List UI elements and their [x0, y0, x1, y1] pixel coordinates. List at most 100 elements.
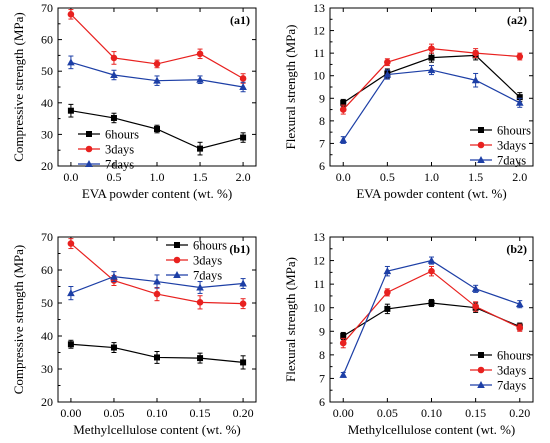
- series-7days: [339, 65, 524, 144]
- y-tick-label: 12: [313, 24, 325, 38]
- x-axis-label: EVA powder content (wt. %): [356, 186, 506, 201]
- data-point: [110, 344, 117, 351]
- panel-tag: (a1): [230, 13, 250, 27]
- legend-label: 7days: [497, 379, 526, 393]
- series-6hours: [340, 50, 523, 107]
- data-point: [154, 354, 160, 361]
- data-point: [427, 66, 436, 74]
- data-point: [427, 256, 436, 264]
- series-3days: [67, 9, 247, 84]
- y-tick-label: 8: [319, 348, 325, 362]
- x-tick-label: 2.0: [512, 170, 527, 184]
- y-tick-label: 20: [41, 395, 53, 409]
- y-tick-label: 20: [41, 159, 53, 173]
- plot-frame: [57, 236, 257, 403]
- data-point: [153, 60, 161, 68]
- y-tick-label: 6: [319, 159, 325, 173]
- legend-marker: [477, 156, 485, 163]
- data-point: [67, 107, 74, 114]
- x-tick-label: 0.5: [106, 170, 121, 184]
- x-tick-label: 0.05: [377, 406, 398, 420]
- y-tick-label: 6: [319, 395, 325, 409]
- data-point: [428, 267, 435, 275]
- data-point: [67, 341, 74, 348]
- legend-marker: [174, 242, 180, 248]
- data-point: [239, 83, 247, 90]
- x-axis-label: EVA powder content (wt. %): [82, 186, 232, 201]
- x-tick-label: 0.10: [147, 406, 168, 420]
- x-tick-label: 1.0: [424, 170, 439, 184]
- legend-label: 6hours: [193, 239, 227, 253]
- data-point: [67, 240, 75, 247]
- data-point: [339, 370, 348, 378]
- data-point: [196, 50, 204, 58]
- data-point: [110, 114, 117, 121]
- chart-panel-2: 6 7 8 9 10 11 12 13 0.0 0.5 1.0 1.5 2.0 EVA powder co…: [283, 1, 534, 201]
- y-axis-label: Compressive strength (MPa): [11, 12, 26, 161]
- y-tick-label: 8: [319, 114, 325, 128]
- x-tick-label: 2.0: [236, 170, 251, 184]
- legend-label: 3days: [497, 139, 526, 153]
- data-point: [471, 284, 480, 292]
- data-point: [153, 277, 161, 285]
- x-tick-label: 1.5: [193, 170, 208, 184]
- data-point: [340, 333, 347, 339]
- legend-label: 3days: [105, 143, 134, 157]
- y-tick-label: 40: [41, 96, 53, 110]
- x-tick-label: 0.0: [63, 170, 78, 184]
- y-tick-label: 9: [319, 324, 325, 338]
- legend-label: 7days: [105, 158, 134, 172]
- data-point: [384, 305, 391, 312]
- data-point: [197, 355, 204, 362]
- data-point: [110, 70, 118, 78]
- series-line: [342, 270, 521, 344]
- y-tick-label: 60: [41, 263, 53, 277]
- legend-marker: [173, 256, 181, 264]
- legend-marker: [477, 366, 485, 374]
- data-point: [428, 54, 435, 61]
- data-point: [154, 126, 160, 133]
- x-axis-label: Methylcellulose content (wt. %): [73, 422, 241, 437]
- series-line: [70, 13, 244, 79]
- x-tick-label: 0.15: [190, 406, 211, 420]
- data-point: [472, 49, 479, 57]
- data-point: [471, 76, 480, 84]
- y-tick-label: 13: [313, 1, 325, 15]
- data-point: [197, 145, 204, 152]
- x-axis-label: Methylcellulose content (wt. %): [348, 422, 516, 437]
- legend-marker: [477, 141, 485, 149]
- y-tick-label: 50: [41, 296, 53, 310]
- y-tick-label: 30: [41, 362, 53, 376]
- y-tick-label: 13: [313, 230, 325, 244]
- y-tick-label: 40: [41, 329, 53, 343]
- y-axis-label: Flexural strength (MPa): [283, 257, 298, 382]
- data-point: [516, 53, 524, 60]
- y-tick-label: 11: [313, 277, 325, 291]
- data-point: [239, 300, 247, 307]
- x-tick-label: 0.05: [103, 406, 124, 420]
- legend-label: 7days: [193, 269, 222, 283]
- data-point: [196, 283, 204, 291]
- data-point: [339, 339, 347, 347]
- x-tick-label: 0.00: [60, 406, 81, 420]
- y-axis-label: Compressive strength (MPa): [11, 245, 26, 394]
- data-point: [110, 272, 118, 280]
- data-point: [516, 94, 523, 101]
- x-tick-label: 1.0: [150, 170, 165, 184]
- legend-marker: [173, 271, 181, 278]
- x-tick-label: 0.20: [233, 406, 254, 420]
- x-tick-label: 0.10: [421, 406, 442, 420]
- y-tick-label: 70: [41, 230, 53, 244]
- data-point: [240, 134, 247, 141]
- y-tick-label: 70: [41, 1, 53, 15]
- y-axis-label: Flexural strength (MPa): [283, 25, 298, 150]
- x-tick-label: 0.00: [333, 406, 354, 420]
- y-tick-label: 12: [313, 254, 325, 268]
- series-6hours: [67, 103, 247, 156]
- legend-label: 7days: [497, 154, 526, 168]
- x-tick-label: 0.5: [380, 170, 395, 184]
